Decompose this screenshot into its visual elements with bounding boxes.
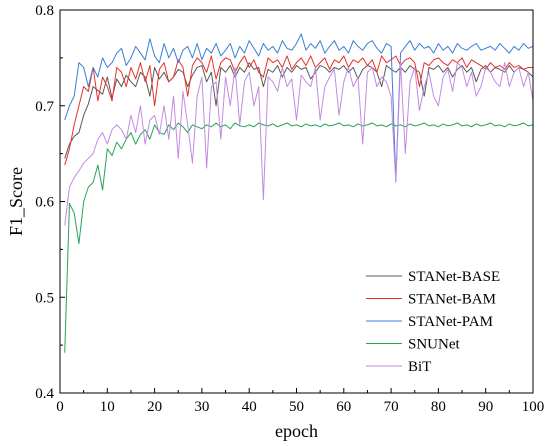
series-line-stanet-base	[64, 62, 534, 159]
x-tick-label: 80	[431, 399, 446, 415]
series-line-stanet-bam	[64, 55, 533, 166]
x-tick-label: 40	[242, 399, 257, 415]
y-tick-label: 0.8	[35, 3, 54, 19]
y-axis-title: F1_Score	[6, 167, 26, 236]
x-tick-label: 90	[478, 399, 493, 415]
axes-layer: 0 10 20 30 40 50 60 70 80 90 100 0.4 0.5 0.6 0.7 0.8	[35, 3, 544, 415]
y-tick-label: 0.5	[35, 290, 54, 306]
x-tick-label: 70	[384, 399, 399, 415]
x-tick-label: 30	[194, 399, 209, 415]
legend: STANet-BASE STANet-BAM STANet-PAM SNUNet BiT	[366, 269, 500, 375]
series-line-snunet	[64, 122, 534, 353]
legend-label: STANet-BASE	[408, 269, 500, 285]
x-axis-title: epoch	[275, 421, 318, 441]
y-tick-label: 0.4	[35, 386, 54, 402]
legend-label: STANet-PAM	[408, 314, 493, 330]
series-line-bit	[64, 62, 534, 226]
x-tick-label: 10	[100, 399, 115, 415]
x-tick-label: 20	[147, 399, 162, 415]
x-tick-label: 50	[289, 399, 304, 415]
y-tick-label: 0.7	[35, 99, 54, 115]
series-line-stanet-pam	[64, 33, 534, 181]
series-layer	[64, 33, 534, 353]
legend-label: STANet-BAM	[408, 292, 496, 308]
legend-label: SNUNet	[408, 337, 460, 353]
legend-label: BiT	[408, 359, 431, 375]
x-tick-label: 100	[522, 399, 545, 415]
x-tick-label: 60	[336, 399, 351, 415]
y-tick-label: 0.6	[35, 195, 54, 211]
x-tick-label: 0	[56, 399, 64, 415]
